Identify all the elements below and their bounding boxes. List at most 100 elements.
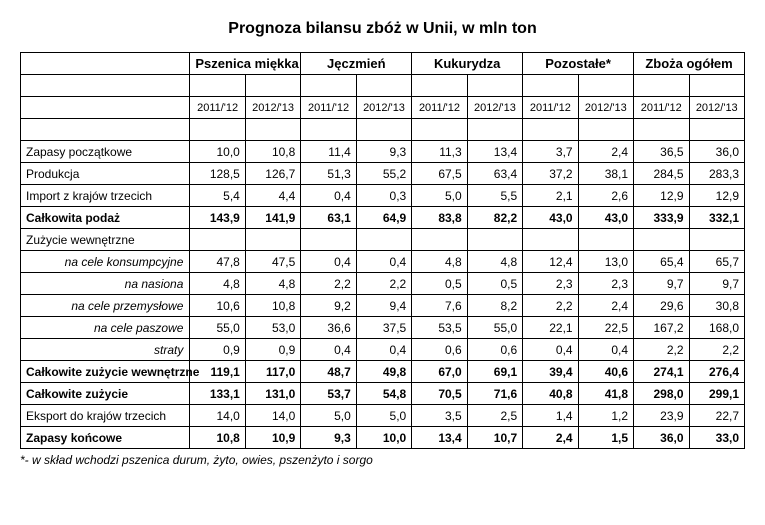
data-cell <box>523 229 578 251</box>
group-header: Jęczmień <box>301 53 412 75</box>
row-label: na cele paszowe <box>21 317 190 339</box>
data-cell: 37,2 <box>523 163 578 185</box>
data-cell: 30,8 <box>689 295 745 317</box>
data-cell: 5,0 <box>412 185 467 207</box>
data-cell: 37,5 <box>356 317 411 339</box>
data-cell: 7,6 <box>412 295 467 317</box>
data-cell: 9,4 <box>356 295 411 317</box>
data-cell: 47,5 <box>245 251 300 273</box>
data-cell: 43,0 <box>523 207 578 229</box>
data-cell: 67,0 <box>412 361 467 383</box>
data-cell: 36,0 <box>689 141 745 163</box>
data-cell: 13,4 <box>412 427 467 449</box>
data-cell: 67,5 <box>412 163 467 185</box>
data-cell: 10,9 <box>245 427 300 449</box>
data-cell: 2,2 <box>634 339 689 361</box>
data-cell: 1,4 <box>523 405 578 427</box>
group-header-row: Pszenica miękka Jęczmień Kukurydza Pozos… <box>21 53 745 75</box>
data-cell: 0,4 <box>356 339 411 361</box>
data-cell: 36,6 <box>301 317 356 339</box>
data-cell: 2,2 <box>301 273 356 295</box>
data-cell: 8,2 <box>467 295 522 317</box>
year-header: 2012/'13 <box>578 97 633 119</box>
data-cell: 33,0 <box>689 427 745 449</box>
data-cell: 3,5 <box>412 405 467 427</box>
data-cell: 12,9 <box>634 185 689 207</box>
corner-cell <box>21 97 190 119</box>
data-cell: 2,4 <box>578 141 633 163</box>
table-row: na cele przemysłowe10,610,89,29,47,68,22… <box>21 295 745 317</box>
data-cell: 71,6 <box>467 383 522 405</box>
group-header: Zboża ogółem <box>634 53 745 75</box>
row-label: straty <box>21 339 190 361</box>
data-cell: 9,3 <box>301 427 356 449</box>
data-cell: 1,2 <box>578 405 633 427</box>
data-cell: 10,0 <box>190 141 245 163</box>
footnote: *- w skład wchodzi pszenica durum, żyto,… <box>20 453 745 467</box>
data-cell: 4,8 <box>412 251 467 273</box>
row-label: Zapasy końcowe <box>21 427 190 449</box>
data-cell: 9,7 <box>689 273 745 295</box>
data-cell: 2,2 <box>356 273 411 295</box>
data-cell: 2,2 <box>689 339 745 361</box>
data-cell: 64,9 <box>356 207 411 229</box>
data-cell: 2,4 <box>578 295 633 317</box>
data-cell: 0,9 <box>245 339 300 361</box>
corner-cell <box>21 53 190 75</box>
row-label: Produkcja <box>21 163 190 185</box>
data-cell: 55,2 <box>356 163 411 185</box>
data-cell: 141,9 <box>245 207 300 229</box>
data-cell: 14,0 <box>245 405 300 427</box>
row-label: Całkowite zużycie <box>21 383 190 405</box>
data-cell: 40,6 <box>578 361 633 383</box>
table-row: Całkowita podaż143,9141,963,164,983,882,… <box>21 207 745 229</box>
data-cell: 13,0 <box>578 251 633 273</box>
year-header: 2012/'13 <box>356 97 411 119</box>
data-cell: 4,8 <box>190 273 245 295</box>
data-cell: 0,9 <box>190 339 245 361</box>
data-cell: 131,0 <box>245 383 300 405</box>
data-cell: 2,4 <box>523 427 578 449</box>
data-cell <box>578 229 633 251</box>
data-cell: 22,5 <box>578 317 633 339</box>
data-cell: 10,8 <box>245 295 300 317</box>
data-cell: 65,7 <box>689 251 745 273</box>
table-row: Zużycie wewnętrzne <box>21 229 745 251</box>
data-cell: 4,4 <box>245 185 300 207</box>
table-title: Prognoza bilansu zbóż w Unii, w mln ton <box>20 20 745 38</box>
table-row: straty0,90,90,40,40,60,60,40,42,22,2 <box>21 339 745 361</box>
table-row: Całkowite zużycie133,1131,053,754,870,57… <box>21 383 745 405</box>
year-header: 2012/'13 <box>245 97 300 119</box>
data-cell: 39,4 <box>523 361 578 383</box>
data-cell <box>467 229 522 251</box>
data-cell: 2,3 <box>578 273 633 295</box>
data-cell: 48,7 <box>301 361 356 383</box>
data-cell: 65,4 <box>634 251 689 273</box>
data-cell <box>356 229 411 251</box>
data-cell <box>634 229 689 251</box>
data-cell: 11,3 <box>412 141 467 163</box>
data-cell: 9,7 <box>634 273 689 295</box>
data-cell: 22,1 <box>523 317 578 339</box>
data-cell: 0,4 <box>523 339 578 361</box>
row-label: Całkowite zużycie wewnętrzne <box>21 361 190 383</box>
data-cell: 0,3 <box>356 185 411 207</box>
data-cell: 23,9 <box>634 405 689 427</box>
data-cell: 4,8 <box>245 273 300 295</box>
table-row: Zapasy początkowe10,010,811,49,311,313,4… <box>21 141 745 163</box>
row-label: na cele przemysłowe <box>21 295 190 317</box>
table-row: na cele konsumpcyjne47,847,50,40,44,84,8… <box>21 251 745 273</box>
data-cell: 3,7 <box>523 141 578 163</box>
data-cell: 41,8 <box>578 383 633 405</box>
year-header: 2011/'12 <box>634 97 689 119</box>
data-cell: 284,5 <box>634 163 689 185</box>
data-cell: 53,0 <box>245 317 300 339</box>
data-cell: 167,2 <box>634 317 689 339</box>
data-cell <box>245 229 300 251</box>
group-header: Pozostałe* <box>523 53 634 75</box>
data-cell <box>689 229 745 251</box>
year-header: 2012/'13 <box>689 97 745 119</box>
data-cell: 133,1 <box>190 383 245 405</box>
table-row: Całkowite zużycie wewnętrzne119,1117,048… <box>21 361 745 383</box>
row-label: na cele konsumpcyjne <box>21 251 190 273</box>
